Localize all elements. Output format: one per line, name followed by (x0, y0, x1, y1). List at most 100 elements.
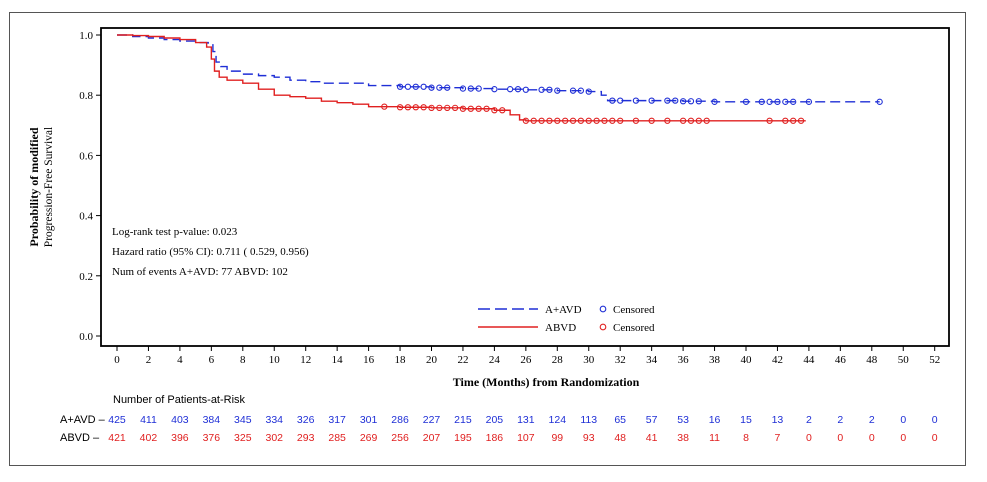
censored-point (514, 86, 522, 93)
x-tick-label: 44 (803, 354, 815, 366)
x-tick-label: 16 (363, 354, 375, 366)
risk-count: 2 (806, 414, 812, 426)
x-tick-label: 22 (457, 354, 468, 366)
x-tick-label: 36 (678, 354, 690, 366)
censored-point (459, 85, 467, 92)
risk-count: 325 (234, 432, 252, 444)
risk-count: 326 (297, 414, 315, 426)
series-line-abvd (117, 34, 806, 122)
censored-point (530, 117, 537, 124)
censored-point (790, 98, 797, 105)
censored-point (396, 104, 404, 111)
risk-count: 48 (614, 432, 626, 444)
legend-censored-marker (599, 323, 607, 331)
risk-count: 11 (709, 432, 720, 444)
censored-point (679, 98, 687, 105)
censored-point (569, 117, 577, 124)
censored-point (554, 87, 561, 94)
risk-count: 215 (454, 414, 472, 426)
x-tick-label: 28 (552, 354, 564, 366)
risk-count: 317 (328, 414, 346, 426)
risk-count: 53 (677, 414, 689, 426)
risk-count: 13 (772, 414, 784, 426)
legend-label: ABVD (545, 322, 576, 334)
risk-count: 57 (646, 414, 658, 426)
censored-point (546, 86, 553, 93)
risk-count: 0 (932, 432, 938, 444)
censored-point (687, 117, 695, 124)
censored-point (506, 86, 514, 93)
x-tick-label: 46 (835, 354, 847, 366)
y-tick-label: 1.0 (79, 30, 93, 42)
censored-point (758, 98, 765, 105)
figure-frame (9, 12, 966, 466)
x-tick-label: 38 (709, 354, 721, 366)
risk-count: 205 (486, 414, 504, 426)
y-tick-label: 0.2 (79, 271, 93, 283)
x-tick-label: 40 (741, 354, 753, 366)
risk-count: 0 (900, 414, 906, 426)
censored-point (404, 104, 412, 111)
censored-point (742, 98, 750, 105)
annotation-text: Log-rank test p-value: 0.023 (112, 226, 238, 238)
censored-point (632, 97, 640, 104)
x-tick-label: 52 (929, 354, 940, 366)
censored-point (664, 117, 671, 124)
censored-point (632, 117, 640, 124)
censored-point (569, 87, 577, 94)
risk-count: 65 (614, 414, 626, 426)
censored-point (491, 107, 498, 114)
y-tick-label: 0.0 (79, 331, 93, 343)
risk-count: 16 (709, 414, 721, 426)
annotation-text: Hazard ratio (95% CI): 0.711 ( 0.529, 0.… (112, 246, 309, 258)
censored-point (585, 88, 592, 95)
risk-count: 269 (360, 432, 378, 444)
x-tick-label: 42 (772, 354, 783, 366)
censored-point (491, 86, 498, 93)
risk-count: 207 (423, 432, 441, 444)
x-tick-label: 12 (300, 354, 311, 366)
risk-table-title: Number of Patients-at-Risk (113, 394, 246, 406)
risk-count: 41 (646, 432, 658, 444)
risk-count: 99 (551, 432, 563, 444)
censored-point (679, 117, 687, 124)
x-tick-label: 48 (866, 354, 878, 366)
risk-count: 2 (869, 414, 875, 426)
censored-point (577, 117, 585, 124)
x-axis-label: Time (Months) from Randomization (453, 375, 640, 389)
censored-point (538, 86, 545, 93)
censored-point (601, 117, 608, 124)
x-tick-label: 8 (240, 354, 246, 366)
x-tick-label: 6 (209, 354, 215, 366)
risk-count: 8 (743, 432, 749, 444)
risk-count: 124 (549, 414, 567, 426)
legend-censored-marker (599, 305, 607, 313)
x-tick-label: 0 (114, 354, 120, 366)
censored-point (593, 117, 600, 124)
censored-point (703, 117, 710, 124)
censored-point (577, 87, 585, 94)
risk-count: 0 (837, 432, 843, 444)
x-tick-label: 10 (269, 354, 281, 366)
censored-point (459, 105, 467, 112)
censored-point (782, 98, 789, 105)
censored-point (522, 117, 529, 124)
risk-row-label: ABVD – (60, 432, 100, 444)
x-tick-label: 4 (177, 354, 183, 366)
censored-point (451, 104, 459, 111)
series-line-a-avd (117, 34, 880, 103)
risk-count: 15 (740, 414, 752, 426)
risk-count: 384 (203, 414, 221, 426)
risk-count: 285 (328, 432, 346, 444)
legend-label: A+AVD (545, 304, 582, 316)
censored-point (585, 117, 592, 124)
risk-count: 186 (486, 432, 504, 444)
censored-point (774, 98, 781, 105)
risk-count: 227 (423, 414, 441, 426)
censored-point (554, 117, 561, 124)
risk-count: 425 (108, 414, 126, 426)
legend-censored-label: Censored (613, 322, 655, 334)
risk-count: 0 (869, 432, 875, 444)
censored-point (381, 103, 388, 110)
x-tick-label: 32 (615, 354, 626, 366)
